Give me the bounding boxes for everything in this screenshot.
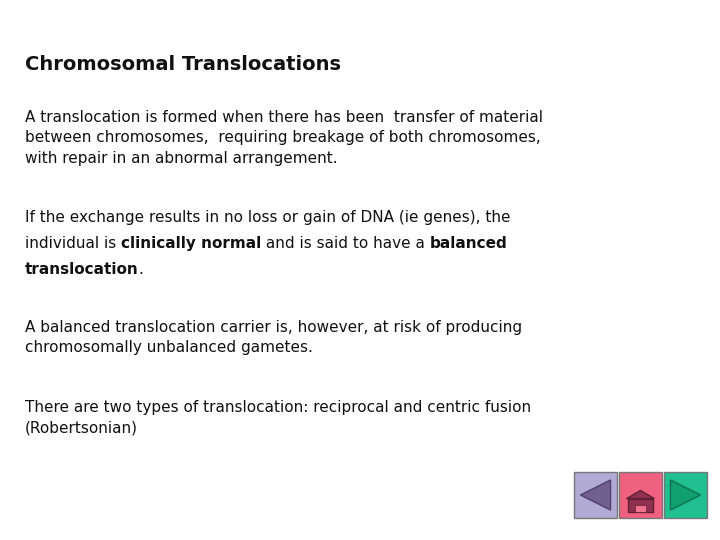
Bar	[619, 472, 662, 518]
Text: balanced: balanced	[430, 236, 508, 251]
Text: Chromosomal Translocations: Chromosomal Translocations	[25, 55, 341, 74]
Bar	[628, 498, 654, 512]
Bar	[635, 505, 646, 512]
Text: If the exchange results in no loss or gain of DNA (ie genes), the: If the exchange results in no loss or ga…	[25, 210, 510, 225]
Polygon shape	[580, 480, 611, 510]
Text: clinically normal: clinically normal	[121, 236, 261, 251]
Polygon shape	[670, 480, 701, 510]
Text: A balanced translocation carrier is, however, at risk of producing
chromosomally: A balanced translocation carrier is, how…	[25, 320, 522, 355]
Text: There are two types of translocation: reciprocal and centric fusion
(Robertsonia: There are two types of translocation: re…	[25, 400, 531, 435]
Text: individual is: individual is	[25, 236, 121, 251]
Text: .: .	[139, 262, 143, 277]
Bar	[664, 472, 707, 518]
Text: A translocation is formed when there has been  transfer of material
between chro: A translocation is formed when there has…	[25, 110, 543, 166]
Text: translocation: translocation	[25, 262, 139, 277]
Text: and is said to have a: and is said to have a	[261, 236, 430, 251]
Polygon shape	[626, 490, 654, 498]
Bar	[574, 472, 617, 518]
